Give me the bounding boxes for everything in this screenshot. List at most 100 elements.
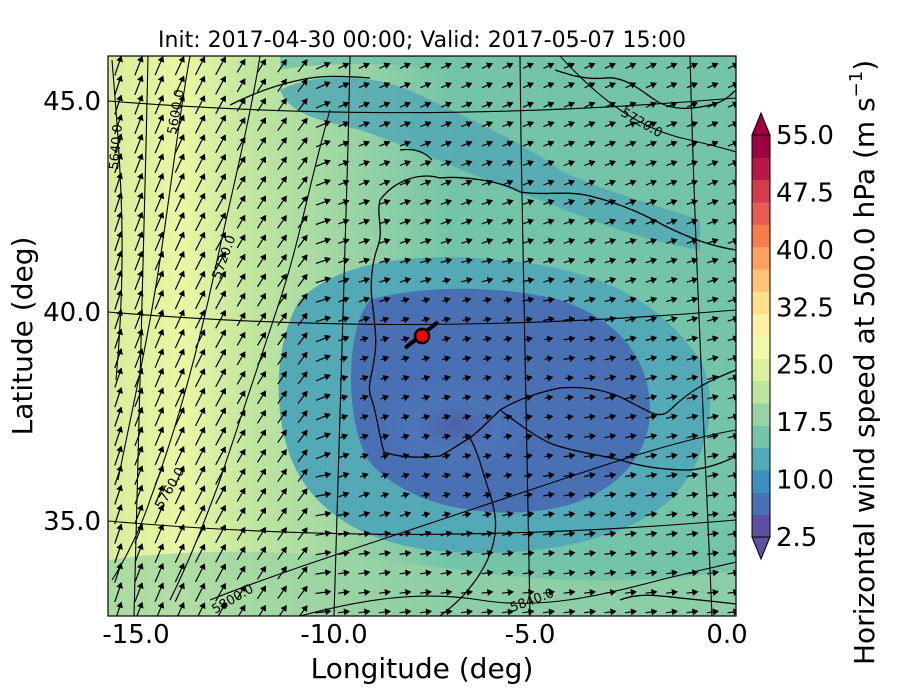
colorbar-tick-label: 40.0 [776,236,834,266]
wind-arrow-head [466,589,473,596]
wind-arrow-head [136,387,144,395]
wind-arrow-head [301,293,308,301]
wind-arrow-head [342,335,350,343]
wind-arrow-head [157,56,165,63]
wind-arrow-head [691,393,699,401]
wind-arrow-head [444,511,451,519]
wind-arrow-head [588,218,596,226]
wind-arrow-head [691,121,699,128]
wind-arrow-head [301,507,308,515]
wind-arrow-head [382,472,390,480]
wind-arrow-head [629,316,637,323]
wind-arrow-head [526,62,534,69]
wind-arrow-head [259,468,267,476]
wind-arrow-head [383,199,391,206]
wind-arrow-head [712,530,719,538]
wind-arrow-head [116,406,123,414]
wind-arrow-head [445,140,453,147]
colorbar-band [752,246,770,270]
wind-arrow-head [259,234,267,242]
wind-arrow-head [382,492,390,499]
wind-arrow-head [239,214,246,222]
wind-arrow-head [485,374,492,382]
wind-arrow-head [445,530,453,538]
wind-arrow-head [157,328,165,336]
wind-arrow-head [691,316,699,323]
wind-arrow-head [324,256,332,264]
wind-arrow-head [259,117,267,125]
wind-arrow-head [588,179,596,187]
wind-arrow-head [670,179,678,187]
wind-arrow-head [301,449,308,457]
wind-arrow-head [219,231,226,239]
wind-arrow-head [629,238,637,245]
wind-arrow-head [485,511,492,519]
wind-arrow-head [136,601,144,609]
wind-arrow-head [712,472,719,479]
wind-arrow-head [178,445,185,453]
wind-arrow-head [691,374,699,382]
wind-arrow-head [670,296,678,304]
wind-arrow-head [629,101,637,109]
wind-arrow-head [301,312,308,320]
wind-arrow-head [485,296,492,304]
wind-arrow-head [259,78,267,86]
wind-arrow-head [650,121,658,128]
wind-arrow-head [650,511,658,518]
wind-arrow-head [547,101,555,109]
colorbar-band [752,425,770,449]
wind-arrow-head [301,429,308,437]
wind-arrow-head [609,472,617,479]
wind-arrow-head [465,121,473,128]
wind-arrow-head [691,511,699,518]
wind-arrow-head [361,394,369,402]
wind-arrow-head [712,432,719,440]
wind-arrow-head [136,348,144,356]
wind-arrow-head [280,351,287,359]
wind-arrow-head [650,589,658,596]
wind-arrow-head [116,601,123,609]
wind-arrow-head [363,277,371,284]
wind-arrow-head [445,121,453,128]
wind-arrow-head [548,296,555,304]
wind-arrow-head [383,296,391,304]
wind-arrow-head [219,446,226,454]
wind-arrow [727,611,736,614]
wind-arrow-head [382,453,390,460]
wind-arrow-head [239,468,246,476]
wind-arrow-head [178,114,185,122]
wind-arrow-head [157,114,165,122]
wind-arrow-head [404,82,411,89]
wind-arrow-head [116,582,123,589]
wind-arrow-head [589,511,596,518]
wind-arrow-head [691,472,699,479]
colorbar-tick-label: 17.5 [776,408,834,438]
wind-arrow-head [505,296,513,304]
wind-arrow-head [219,602,226,610]
wind-arrow-head [487,608,494,616]
wind-arrow-head [178,484,185,492]
wind-arrow-head [342,82,350,89]
wind-arrow-head [116,328,123,336]
wind-arrow-head [382,394,390,402]
wind-arrow-head [650,569,658,577]
wind-arrow-head [548,530,555,538]
wind-arrow-head [547,121,555,128]
wind-arrow-head [505,335,513,343]
wind-arrow-head [589,413,596,421]
wind-arrow-head [486,199,494,206]
wind-arrow-head [589,472,596,479]
wind-arrow-head [650,238,658,245]
wind-arrow-head [711,238,719,245]
wind-arrow-head [711,62,719,69]
wind-arrow-head [505,452,513,460]
wind-arrow-head [506,238,514,245]
wind-arrow-head [425,550,432,557]
wind-arrow-head [402,355,410,363]
wind-arrow-head [507,257,514,265]
wind-arrow-head [609,491,617,499]
wind-arrow-head [280,487,287,495]
wind-arrow-head [324,334,331,342]
x-axis-label: Longitude (deg) [311,652,534,685]
wind-arrow-head [116,250,123,258]
